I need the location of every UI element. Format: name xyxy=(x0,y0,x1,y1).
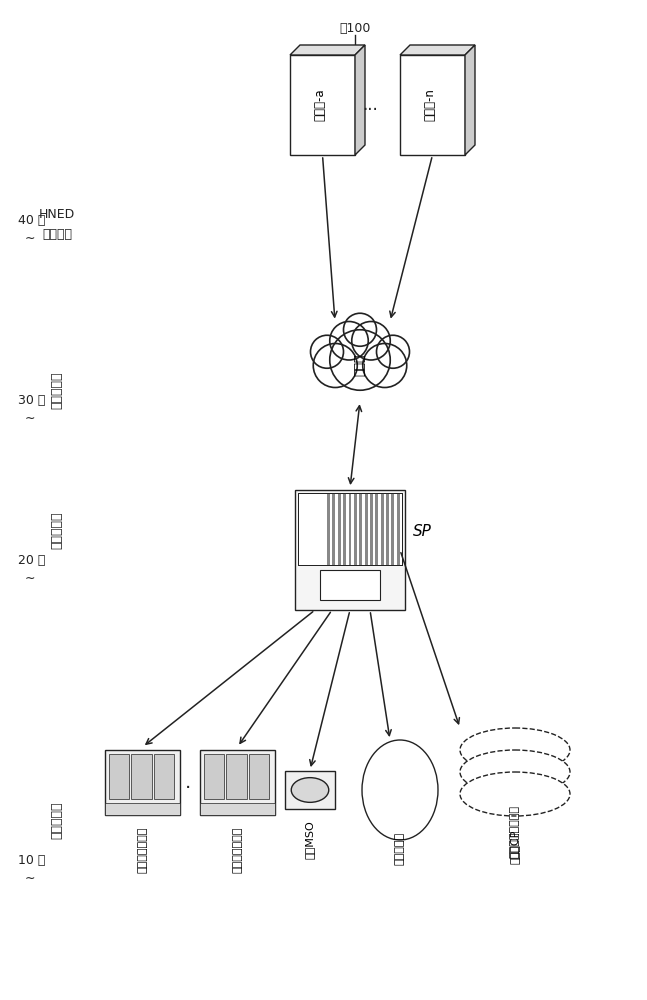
Circle shape xyxy=(363,344,407,387)
Polygon shape xyxy=(400,55,465,155)
Text: 20 ～: 20 ～ xyxy=(18,554,45,566)
Ellipse shape xyxy=(460,772,570,816)
Text: 网络提供商: 网络提供商 xyxy=(50,371,63,409)
Polygon shape xyxy=(355,45,365,155)
FancyBboxPatch shape xyxy=(204,754,225,799)
Circle shape xyxy=(377,335,410,368)
Text: 40 ～: 40 ～ xyxy=(18,214,45,227)
FancyBboxPatch shape xyxy=(285,771,335,809)
Text: 客户端-n: 客户端-n xyxy=(423,89,436,121)
Ellipse shape xyxy=(362,740,438,840)
Polygon shape xyxy=(465,45,475,155)
FancyBboxPatch shape xyxy=(200,750,275,815)
FancyBboxPatch shape xyxy=(370,493,373,565)
Text: 服务提供商: 服务提供商 xyxy=(50,511,63,549)
Text: 或私有CP: 或私有CP xyxy=(510,830,520,864)
FancyBboxPatch shape xyxy=(154,754,174,799)
FancyBboxPatch shape xyxy=(327,493,330,565)
Text: HNED: HNED xyxy=(39,209,75,222)
FancyBboxPatch shape xyxy=(338,493,341,565)
Circle shape xyxy=(344,313,377,346)
Circle shape xyxy=(311,335,344,368)
FancyBboxPatch shape xyxy=(375,493,378,565)
Text: ～100: ～100 xyxy=(339,21,371,34)
Ellipse shape xyxy=(291,778,329,802)
FancyBboxPatch shape xyxy=(333,493,335,565)
Circle shape xyxy=(352,322,390,360)
FancyBboxPatch shape xyxy=(320,570,380,599)
Text: 有线MSO: 有线MSO xyxy=(305,820,315,859)
Text: SP: SP xyxy=(413,524,432,540)
FancyBboxPatch shape xyxy=(386,493,389,565)
FancyBboxPatch shape xyxy=(298,493,327,565)
Text: ∼: ∼ xyxy=(25,871,35,884)
Text: ∼: ∼ xyxy=(25,412,35,424)
Text: 10 ～: 10 ～ xyxy=(18,854,45,866)
Text: 客户端-a: 客户端-a xyxy=(313,89,326,121)
Text: ∼: ∼ xyxy=(25,232,35,244)
FancyBboxPatch shape xyxy=(295,490,405,610)
Circle shape xyxy=(313,344,357,387)
FancyBboxPatch shape xyxy=(359,493,362,565)
Ellipse shape xyxy=(460,728,570,772)
FancyBboxPatch shape xyxy=(354,493,356,565)
Circle shape xyxy=(330,322,368,360)
Text: 内容提供商: 内容提供商 xyxy=(50,801,63,839)
Text: .: . xyxy=(185,773,191,792)
FancyBboxPatch shape xyxy=(397,493,400,565)
FancyBboxPatch shape xyxy=(105,750,180,815)
Ellipse shape xyxy=(460,750,570,794)
Text: 卫星广播器: 卫星广播器 xyxy=(395,832,405,865)
FancyBboxPatch shape xyxy=(349,493,351,565)
FancyBboxPatch shape xyxy=(380,493,384,565)
FancyBboxPatch shape xyxy=(343,493,346,565)
FancyBboxPatch shape xyxy=(105,803,180,815)
FancyBboxPatch shape xyxy=(200,803,275,815)
Polygon shape xyxy=(290,45,365,55)
Text: 第一陆地广播器: 第一陆地广播器 xyxy=(138,827,148,873)
Text: （客户）: （客户） xyxy=(42,229,72,241)
Text: 30 ～: 30 ～ xyxy=(18,393,45,406)
Text: ...: ... xyxy=(362,96,378,114)
FancyBboxPatch shape xyxy=(109,754,129,799)
FancyBboxPatch shape xyxy=(298,493,402,565)
Text: 各种互联网广播器: 各种互联网广播器 xyxy=(510,805,520,858)
FancyBboxPatch shape xyxy=(391,493,394,565)
FancyBboxPatch shape xyxy=(226,754,247,799)
Polygon shape xyxy=(290,55,355,155)
Text: 第二陆地广播器: 第二陆地广播器 xyxy=(232,827,243,873)
Text: 互联网: 互联网 xyxy=(353,354,366,376)
Text: ∼: ∼ xyxy=(25,572,35,584)
FancyBboxPatch shape xyxy=(248,754,269,799)
Polygon shape xyxy=(400,45,475,55)
FancyBboxPatch shape xyxy=(131,754,151,799)
Circle shape xyxy=(330,330,390,390)
FancyBboxPatch shape xyxy=(364,493,367,565)
